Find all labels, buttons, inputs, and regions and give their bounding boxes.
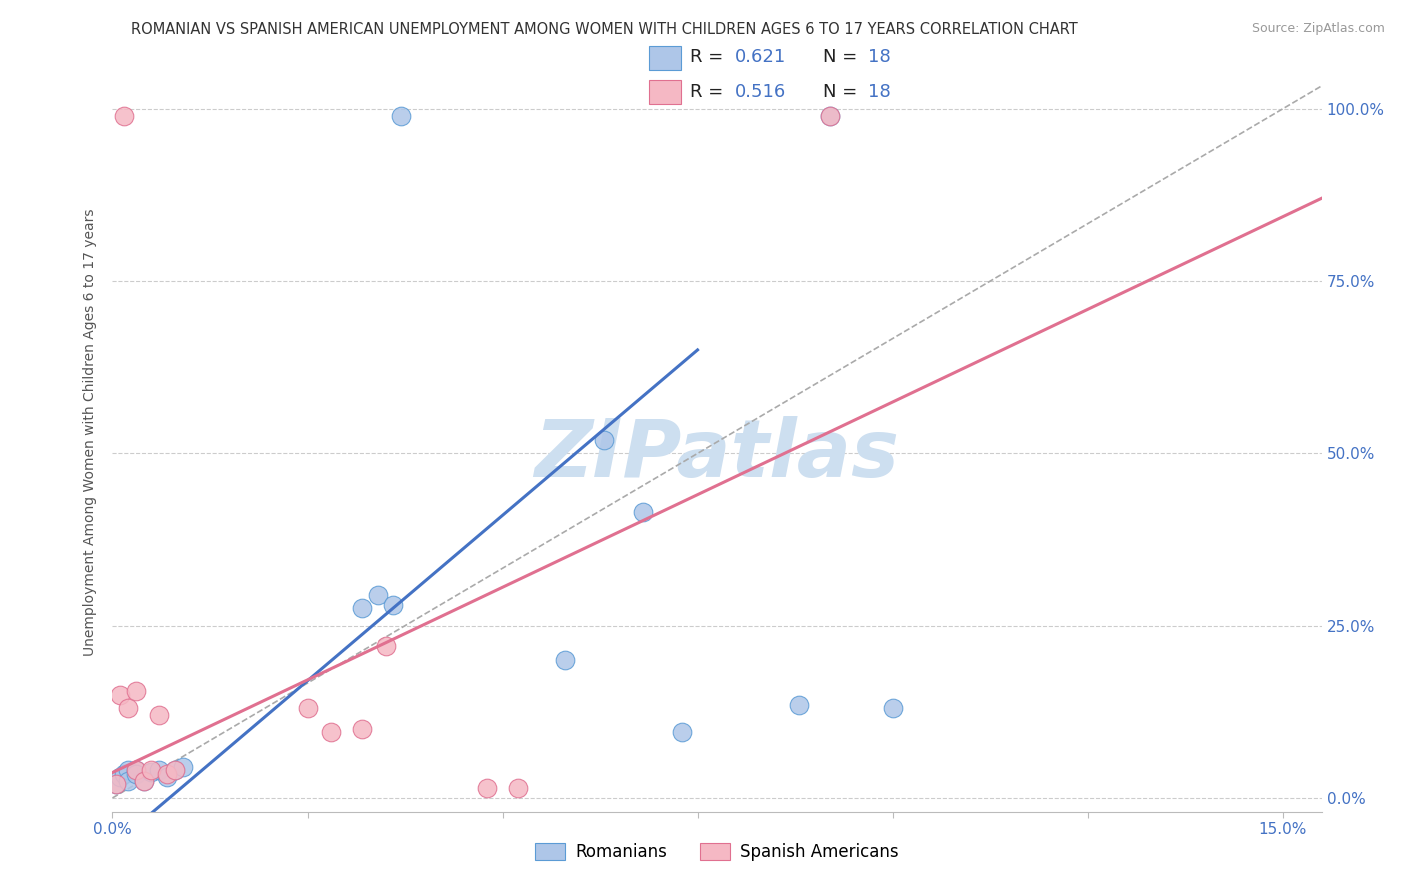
Text: 0.516: 0.516 bbox=[734, 83, 786, 101]
Point bbox=[818, 109, 841, 123]
Point bbox=[787, 698, 810, 712]
Text: 18: 18 bbox=[868, 83, 890, 101]
Point bbox=[148, 764, 170, 778]
Text: 18: 18 bbox=[868, 48, 890, 66]
Text: R =: R = bbox=[690, 48, 730, 66]
Text: ZIPatlas: ZIPatlas bbox=[534, 417, 900, 494]
Point bbox=[156, 767, 179, 781]
Point bbox=[105, 777, 128, 791]
Text: 0.621: 0.621 bbox=[734, 48, 786, 66]
Bar bbox=[650, 80, 681, 104]
Point bbox=[475, 780, 498, 795]
Point bbox=[374, 640, 396, 654]
Point bbox=[132, 773, 155, 788]
Legend: Romanians, Spanish Americans: Romanians, Spanish Americans bbox=[529, 837, 905, 868]
Point bbox=[125, 684, 148, 698]
Point bbox=[125, 764, 148, 778]
Point bbox=[141, 764, 163, 779]
Point bbox=[319, 725, 342, 739]
Y-axis label: Unemployment Among Women with Children Ages 6 to 17 years: Unemployment Among Women with Children A… bbox=[83, 209, 97, 657]
Point bbox=[125, 767, 148, 781]
Point bbox=[352, 601, 374, 615]
Point bbox=[125, 764, 148, 778]
Point bbox=[132, 773, 155, 788]
Point bbox=[389, 109, 412, 123]
Point bbox=[117, 773, 139, 788]
Text: N =: N = bbox=[824, 83, 863, 101]
Point bbox=[156, 770, 179, 784]
Point bbox=[148, 708, 170, 723]
Point bbox=[163, 764, 186, 778]
Text: N =: N = bbox=[824, 48, 863, 66]
Point bbox=[105, 777, 128, 791]
Point bbox=[163, 764, 186, 778]
Text: Source: ZipAtlas.com: Source: ZipAtlas.com bbox=[1251, 22, 1385, 36]
Text: R =: R = bbox=[690, 83, 730, 101]
Text: ROMANIAN VS SPANISH AMERICAN UNEMPLOYMENT AMONG WOMEN WITH CHILDREN AGES 6 TO 17: ROMANIAN VS SPANISH AMERICAN UNEMPLOYMEN… bbox=[131, 22, 1078, 37]
Point bbox=[297, 701, 319, 715]
Point bbox=[818, 109, 841, 123]
Point bbox=[110, 770, 132, 784]
Point bbox=[631, 505, 654, 519]
Point bbox=[554, 653, 576, 667]
Point bbox=[141, 764, 163, 778]
Point bbox=[593, 433, 616, 447]
Point bbox=[671, 725, 693, 739]
Bar bbox=[650, 45, 681, 70]
Point bbox=[110, 688, 132, 702]
Point bbox=[508, 780, 530, 795]
Point bbox=[882, 701, 904, 715]
Point bbox=[117, 764, 139, 778]
Point bbox=[117, 701, 139, 715]
Point bbox=[172, 760, 194, 774]
Point bbox=[382, 598, 405, 612]
Point bbox=[352, 722, 374, 736]
Point bbox=[367, 588, 389, 602]
Point bbox=[112, 767, 135, 781]
Point bbox=[112, 109, 135, 123]
